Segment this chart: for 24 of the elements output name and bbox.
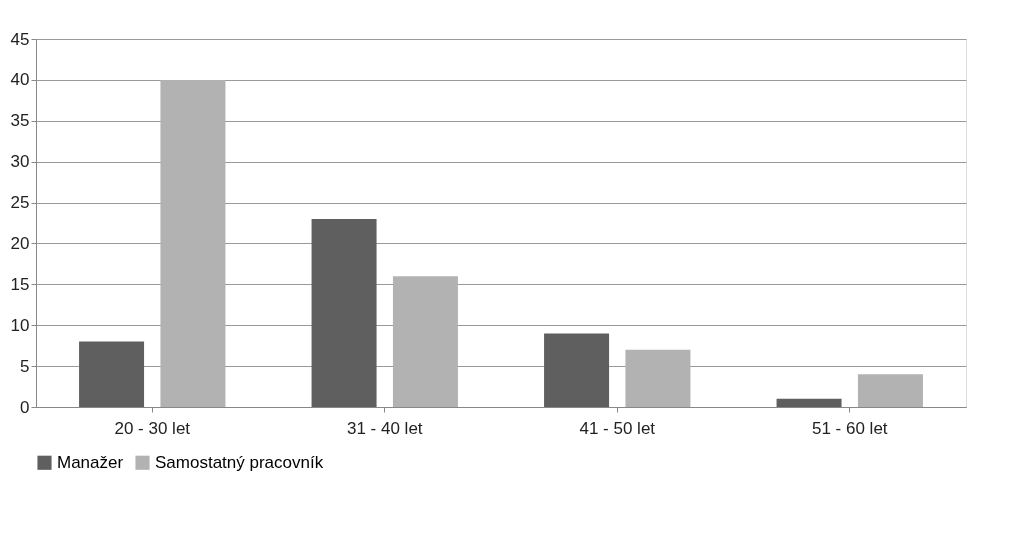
y-tick-label: 35 xyxy=(10,111,30,131)
bar xyxy=(392,276,458,407)
x-tick-label: 20 - 30 let xyxy=(114,418,191,438)
y-tick-label: 15 xyxy=(10,274,30,294)
bar xyxy=(625,349,691,407)
y-tick-label: 0 xyxy=(20,397,30,417)
bar xyxy=(160,79,226,407)
x-tick-label: 51 - 60 let xyxy=(811,418,888,438)
y-tick-label: 20 xyxy=(10,233,30,253)
legend-label: Manažer xyxy=(57,452,124,472)
y-tick-label: 25 xyxy=(10,193,30,213)
y-tick-label: 5 xyxy=(20,356,30,376)
bar xyxy=(311,218,377,407)
bar xyxy=(544,333,610,407)
y-tick-label: 45 xyxy=(10,29,30,49)
y-tick-label: 30 xyxy=(10,152,30,172)
y-tick-label: 10 xyxy=(10,315,30,335)
x-tick-label: 41 - 50 let xyxy=(579,418,656,438)
legend-label: Samostatný pracovník xyxy=(155,452,324,472)
y-tick-label: 40 xyxy=(10,70,30,90)
bar xyxy=(79,341,145,407)
x-tick-label: 31 - 40 let xyxy=(346,418,423,438)
bar xyxy=(857,374,923,407)
bar xyxy=(776,398,842,407)
